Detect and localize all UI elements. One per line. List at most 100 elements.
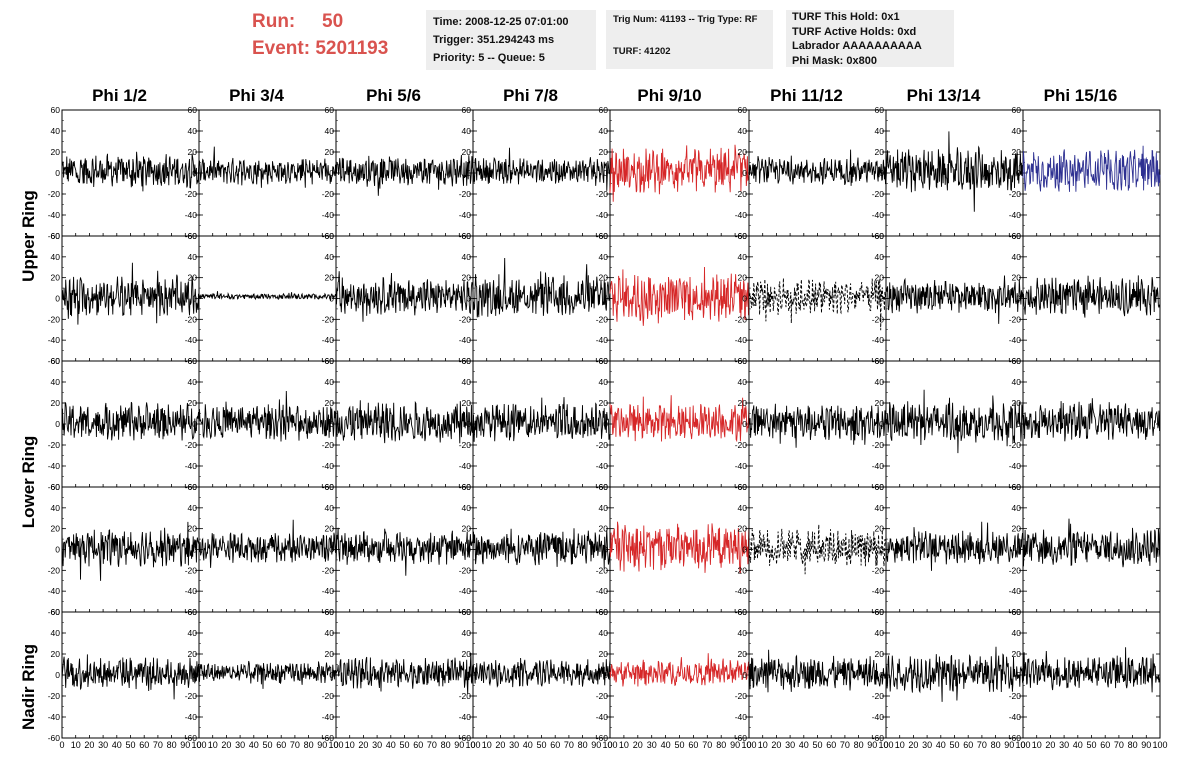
y-tick-label: -60 — [872, 733, 885, 743]
y-tick-label: 40 — [599, 377, 609, 387]
y-tick-label: -40 — [596, 335, 609, 345]
y-tick-label: -20 — [48, 314, 61, 324]
y-tick-label: -60 — [48, 607, 61, 617]
x-tick-label: 80 — [716, 740, 726, 750]
y-tick-label: -40 — [1009, 586, 1022, 596]
y-tick-label: 60 — [875, 231, 885, 241]
x-tick-label: 50 — [399, 740, 409, 750]
y-tick-label: 60 — [599, 105, 609, 115]
turf-active-holds-text: TURF Active Holds: 0xd — [792, 25, 917, 38]
waveform-trace — [609, 266, 750, 326]
waveform-trace — [885, 275, 1024, 324]
y-tick-label: 0 — [55, 168, 60, 178]
x-tick-label: 60 — [413, 740, 423, 750]
y-tick-label: -20 — [322, 189, 335, 199]
waveform-trace — [198, 660, 337, 689]
y-tick-label: 20 — [1012, 398, 1022, 408]
x-tick-label: 0 — [1020, 740, 1025, 750]
y-tick-label: 60 — [51, 607, 61, 617]
waveform-trace — [335, 527, 474, 576]
y-tick-label: 40 — [325, 377, 335, 387]
y-tick-label: 40 — [325, 503, 335, 513]
phi-header-3: Phi 5/6 — [366, 86, 421, 105]
y-tick-label: -20 — [872, 314, 885, 324]
x-tick-label: 50 — [1086, 740, 1096, 750]
y-tick-label: 0 — [329, 168, 334, 178]
y-tick-label: 20 — [599, 398, 609, 408]
waveform-trace — [472, 528, 611, 569]
y-tick-label: -20 — [596, 691, 609, 701]
y-tick-label: 40 — [1012, 628, 1022, 638]
y-tick-label: 40 — [875, 126, 885, 136]
y-tick-label: 60 — [875, 607, 885, 617]
x-tick-label: 0 — [59, 740, 64, 750]
y-tick-label: -40 — [48, 712, 61, 722]
x-tick-label: 10 — [71, 740, 81, 750]
y-tick-label: 0 — [603, 294, 608, 304]
y-tick-label: 20 — [51, 273, 61, 283]
y-tick-label: 0 — [1016, 168, 1021, 178]
x-tick-label: 50 — [674, 740, 684, 750]
x-tick-label: 60 — [688, 740, 698, 750]
y-tick-label: 40 — [1012, 252, 1022, 262]
y-tick-label: 0 — [466, 670, 471, 680]
waveform-trace — [472, 257, 611, 318]
y-tick-label: 0 — [192, 294, 197, 304]
y-tick-label: 20 — [875, 649, 885, 659]
waveform-trace — [198, 146, 337, 188]
y-tick-label: -20 — [322, 565, 335, 575]
waveform-trace — [1022, 647, 1161, 693]
panel-frame — [748, 109, 887, 237]
waveform-trace — [61, 401, 200, 441]
x-tick-label: 10 — [1032, 740, 1042, 750]
y-tick-label: -20 — [185, 189, 198, 199]
y-tick-label: 60 — [1012, 231, 1022, 241]
phi-header-8: Phi 15/16 — [1043, 86, 1118, 105]
x-tick-label: 10 — [619, 740, 629, 750]
y-tick-label: 0 — [329, 419, 334, 429]
y-tick-label: -20 — [459, 314, 472, 324]
y-tick-label: 0 — [55, 670, 60, 680]
y-tick-label: 60 — [188, 356, 198, 366]
y-tick-label: 20 — [462, 524, 472, 534]
y-tick-label: 40 — [599, 628, 609, 638]
x-tick-label: 50 — [125, 740, 135, 750]
x-tick-label: 30 — [509, 740, 519, 750]
y-tick-label: 0 — [466, 545, 471, 555]
y-tick-label: -40 — [185, 461, 198, 471]
x-tick-label: 20 — [908, 740, 918, 750]
y-tick-label: -20 — [1009, 565, 1022, 575]
x-tick-label: 40 — [249, 740, 259, 750]
y-tick-label: 20 — [325, 524, 335, 534]
y-tick-label: -40 — [735, 335, 748, 345]
y-tick-label: 0 — [603, 168, 608, 178]
y-tick-label: 60 — [325, 231, 335, 241]
x-tick-label: 50 — [812, 740, 822, 750]
panel-r3-c1: -60 -40 -20 0 20 40 60 — [48, 356, 200, 492]
waveform-trace — [472, 657, 611, 688]
y-tick-label: 0 — [742, 545, 747, 555]
y-tick-label: 20 — [599, 147, 609, 157]
y-tick-label: -40 — [185, 210, 198, 220]
y-tick-label: -40 — [1009, 712, 1022, 722]
x-tick-label: 10 — [895, 740, 905, 750]
waveform-trace — [885, 131, 1024, 212]
labrador-text: Labrador AAAAAAAAAA — [792, 40, 922, 52]
y-tick-label: 20 — [875, 398, 885, 408]
y-tick-label: 40 — [599, 503, 609, 513]
y-tick-label: 0 — [192, 670, 197, 680]
y-tick-label: 20 — [325, 273, 335, 283]
x-tick-label: 100 — [465, 740, 480, 750]
x-tick-label: 30 — [98, 740, 108, 750]
y-tick-label: 20 — [875, 524, 885, 534]
y-tick-label: -60 — [1009, 733, 1022, 743]
y-tick-label: -20 — [185, 691, 198, 701]
waveform-trace — [472, 397, 611, 442]
